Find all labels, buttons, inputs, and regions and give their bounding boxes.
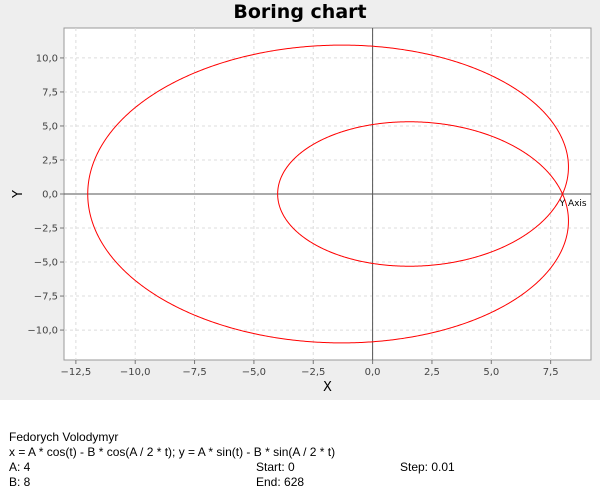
y-tick-label: −10,0 bbox=[27, 326, 58, 337]
y-tick-label: −7,5 bbox=[34, 292, 58, 303]
param-b: B: 8 bbox=[9, 475, 31, 489]
x-tick-label: −5,0 bbox=[242, 367, 266, 378]
author-name: Fedorych Volodymyr bbox=[9, 430, 119, 444]
series-curve bbox=[87, 44, 569, 344]
y-tick-label: −2,5 bbox=[34, 224, 58, 235]
x-tick-label: −7,5 bbox=[182, 367, 206, 378]
x-tick-label: 0,0 bbox=[365, 367, 381, 378]
chart-panel: −12,5 −10,0 −7,5 −5,0 −2,5 0,0 2,5 5,0 7,5 −10,0 −… bbox=[0, 0, 600, 400]
formula-text: x = A * cos(t) - B * cos(A / 2 * t); y =… bbox=[9, 445, 336, 459]
y-tick-label: 10,0 bbox=[36, 53, 58, 64]
info-panel: Fedorych Volodymyr x = A * cos(t) - B * … bbox=[0, 400, 600, 500]
start-value: Start: 0 bbox=[256, 460, 295, 474]
x-tick-label: −10,0 bbox=[120, 367, 151, 378]
x-tick-label: 2,5 bbox=[424, 367, 440, 378]
y-tick-label: 5,0 bbox=[42, 121, 58, 132]
axis-annotation: Y Axis bbox=[559, 199, 587, 209]
x-tick-label: 7,5 bbox=[543, 367, 559, 378]
end-value: End: 628 bbox=[256, 475, 305, 489]
step-value: Step: 0.01 bbox=[400, 460, 455, 474]
x-tick-label: 5,0 bbox=[483, 367, 499, 378]
x-tick-label: −2,5 bbox=[301, 367, 325, 378]
y-axis-label: Y bbox=[11, 190, 26, 199]
x-axis-label: X bbox=[323, 380, 332, 395]
y-tick-label: 2,5 bbox=[42, 155, 58, 166]
param-a: A: 4 bbox=[9, 460, 31, 474]
x-tick-label: −12,5 bbox=[61, 367, 92, 378]
y-tick-label: −5,0 bbox=[34, 258, 58, 269]
y-tick-label: 0,0 bbox=[42, 190, 58, 201]
chart-title: Boring chart bbox=[233, 1, 367, 23]
chart-plot: −12,5 −10,0 −7,5 −5,0 −2,5 0,0 2,5 5,0 7,5 −10,0 −… bbox=[11, 27, 592, 395]
y-tick-label: 7,5 bbox=[42, 87, 58, 98]
